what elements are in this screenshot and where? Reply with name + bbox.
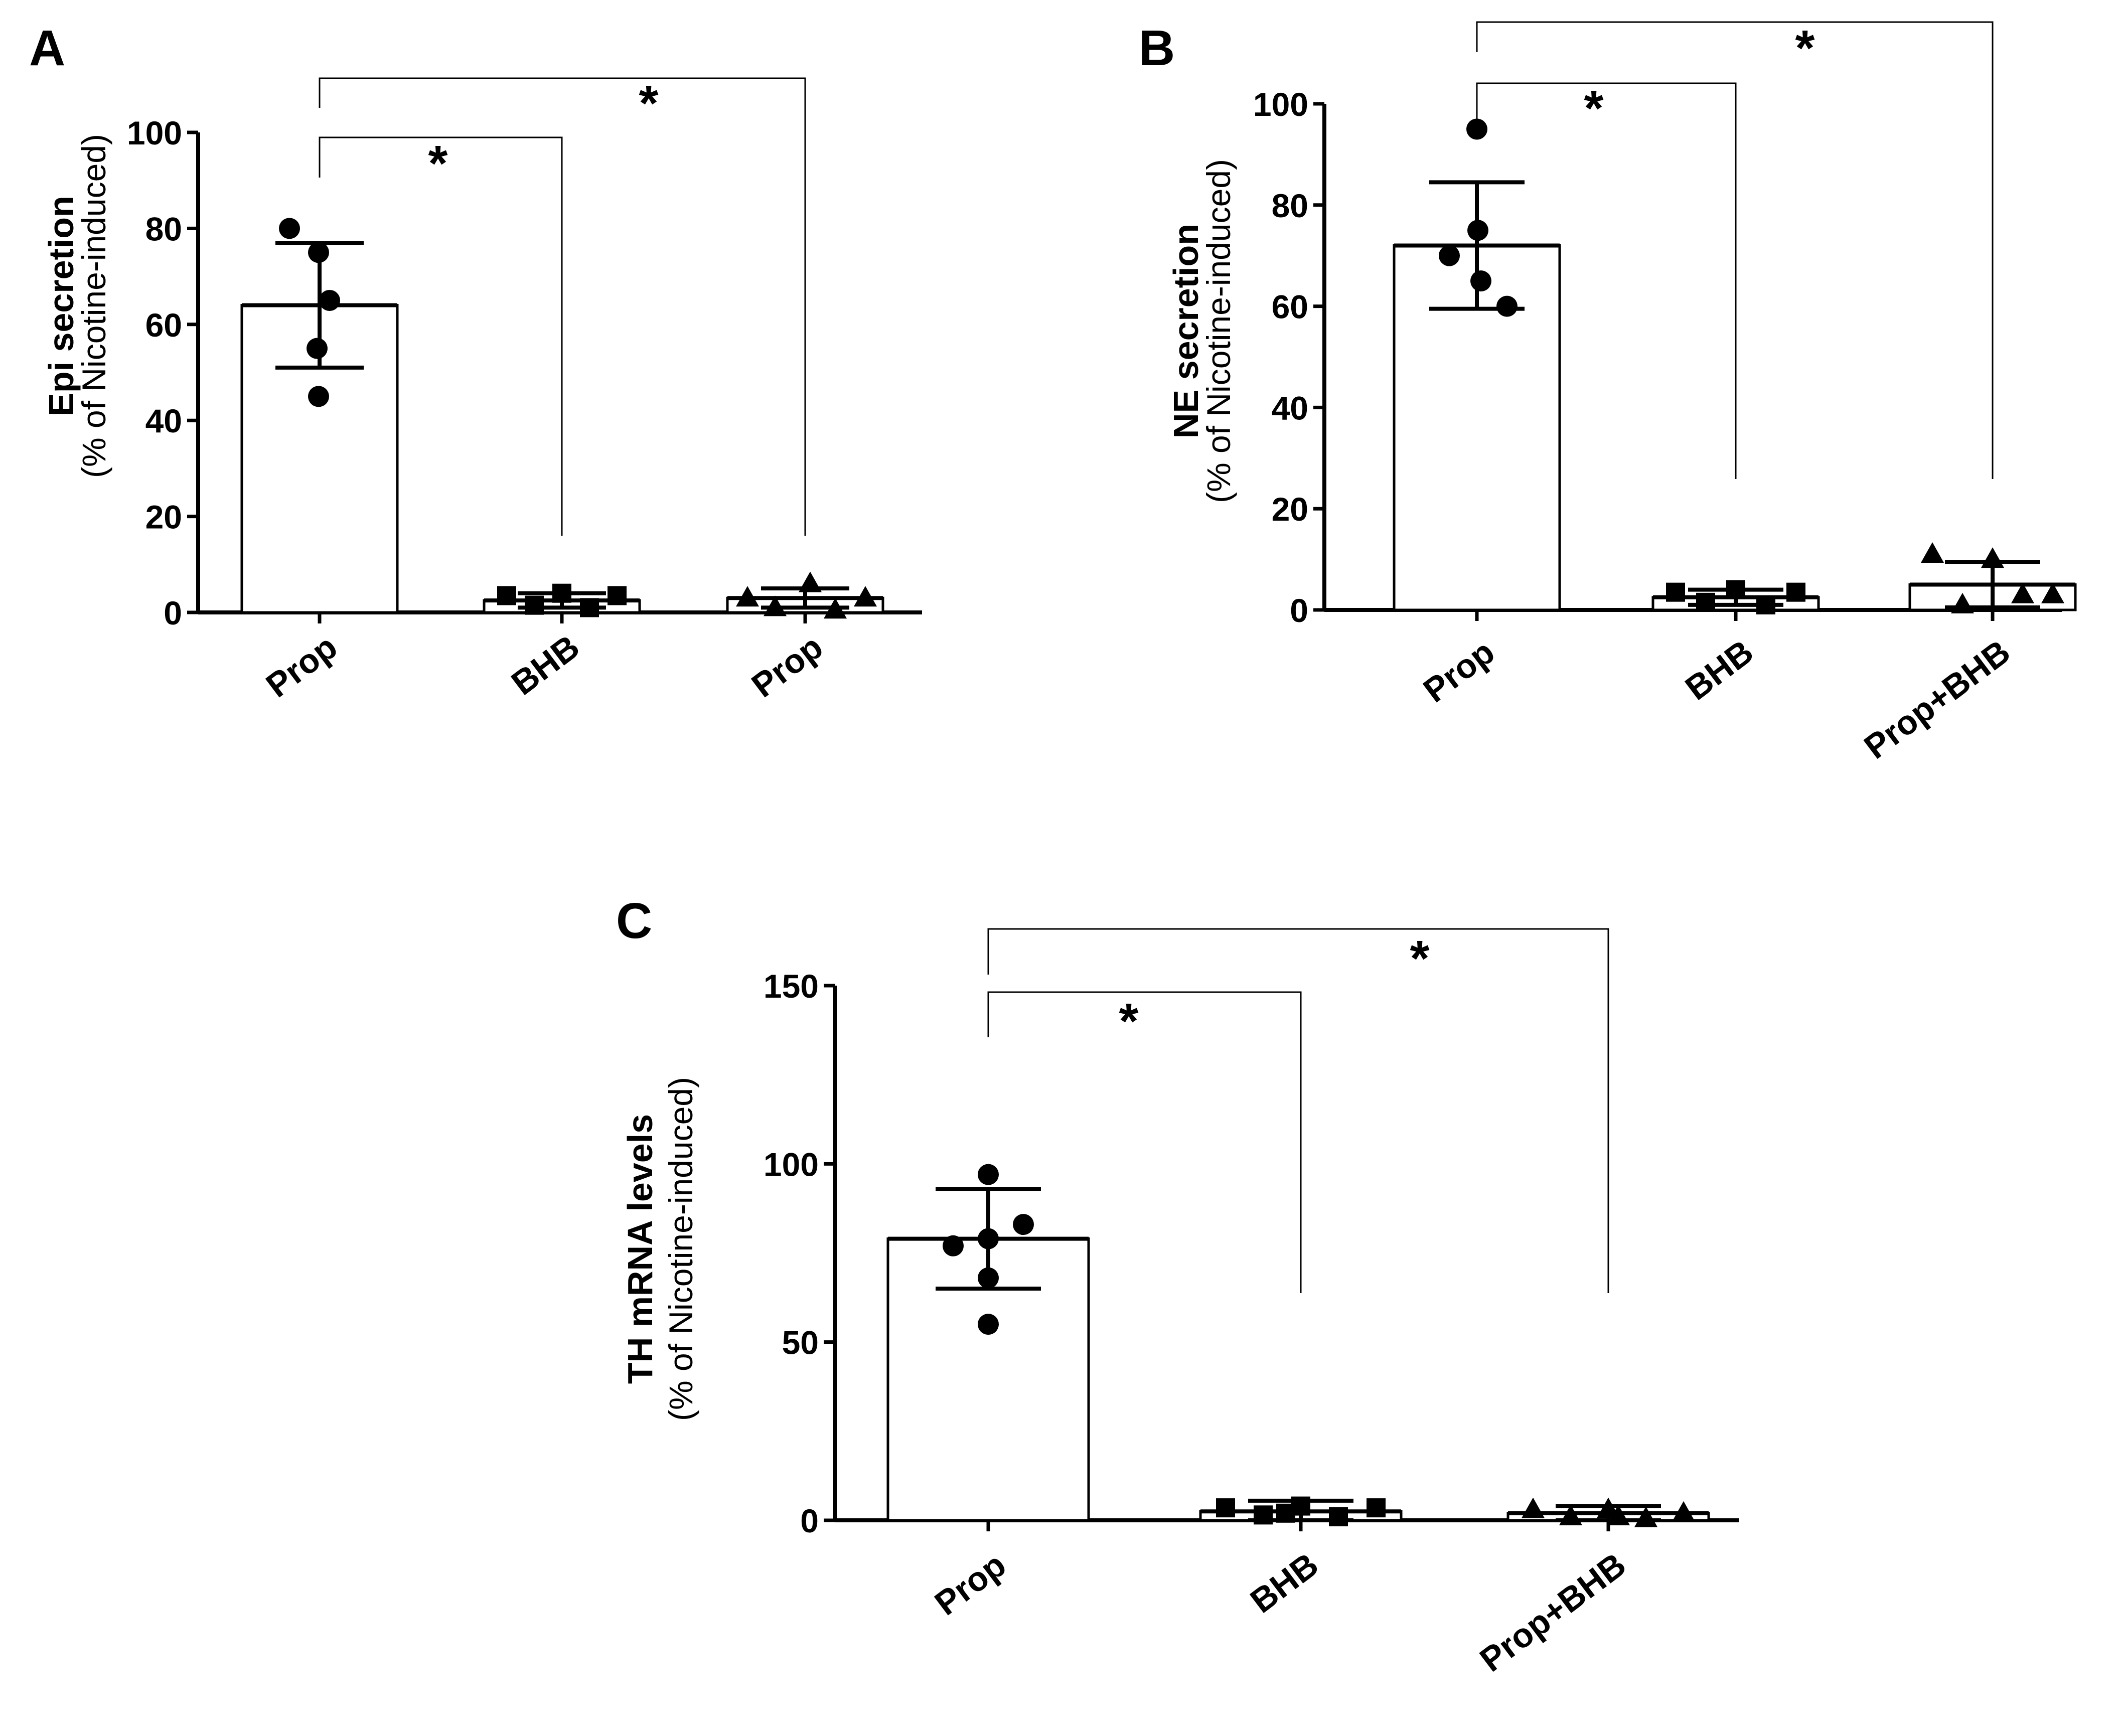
panel-a-y-tick-label: 80 — [145, 210, 182, 247]
panel-c-y-tick-label: 0 — [800, 1502, 819, 1539]
panel-c-y-tick-label: 150 — [764, 968, 819, 1005]
panel-a-significance-star: * — [639, 75, 659, 131]
panel-b-point-circle — [1467, 220, 1488, 241]
panel-c-significance-star: * — [1119, 993, 1139, 1049]
panel-a-category-label: Prop — [745, 627, 830, 705]
panel-a: A Epi secretion (% of Nicotine-induced) … — [29, 20, 922, 705]
panel-a-y-tick-label: 20 — [145, 499, 182, 536]
panel-b-point-circle — [1439, 245, 1460, 266]
panel-c-point-square — [1367, 1498, 1386, 1518]
panel-b-point-triangle — [1951, 592, 1974, 613]
panel-b-plot: 0 20 40 60 80 100 Prop BHB Prop+BHB * * — [1253, 20, 2077, 766]
panel-b-point-triangle — [2041, 582, 2064, 603]
panel-a-letter: A — [29, 20, 65, 76]
panel-b-y-tick-label: 40 — [1272, 389, 1308, 426]
panel-b-point-square — [1726, 580, 1745, 599]
panel-c-significance-bracket — [987, 928, 1609, 1293]
panel-a-point-square — [552, 583, 571, 603]
panel-b-letter: B — [1139, 20, 1175, 76]
panel-b-significance-bracket — [1476, 21, 1994, 479]
panel-b-point-triangle — [1981, 547, 2004, 568]
panel-c-ylabel-sub: (% of Nicotine-induced) — [662, 1077, 699, 1421]
panel-b-significance-bracket — [1476, 82, 1737, 479]
panel-b-point-square — [1756, 595, 1775, 614]
panel-c-point-square — [1216, 1498, 1235, 1518]
panel-b-significance-star: * — [1584, 80, 1604, 136]
panel-b-category-label: Prop — [1417, 633, 1501, 710]
panel-c-point-circle — [978, 1228, 999, 1249]
panel-a-point-triangle — [736, 586, 759, 607]
panel-c-point-square — [1254, 1505, 1273, 1525]
panel-c-point-circle — [1013, 1214, 1034, 1235]
panel-a-significance-bracket — [319, 136, 563, 536]
panel-a-significance-bracket — [319, 77, 806, 536]
panel-c-point-square — [1329, 1507, 1348, 1526]
panel-c-point-square — [1276, 1503, 1295, 1523]
panel-b-point-square — [1786, 582, 1805, 602]
panel-a-point-square — [580, 598, 599, 617]
panel-b-point-square — [1666, 582, 1685, 602]
panel-c-point-triangle — [1634, 1506, 1657, 1527]
panel-c-y-tick-label: 100 — [764, 1146, 819, 1183]
panel-c-category-label: Prop — [928, 1545, 1013, 1623]
panel-a-y-tick-label: 60 — [145, 306, 182, 344]
panel-c: C TH mRNA levels (% of Nicotine-induced)… — [616, 893, 1739, 1679]
panel-c-y-tick-label: 50 — [782, 1324, 819, 1361]
panel-a-category-label: BHB — [505, 627, 586, 702]
panel-a-category-label: Prop — [259, 627, 344, 705]
panel-c-ylabel: TH mRNA levels — [621, 1114, 660, 1384]
panel-a-point-circle — [307, 338, 328, 359]
panel-c-point-triangle — [1559, 1504, 1582, 1525]
panel-b-point-circle — [1496, 295, 1518, 317]
panel-b-ylabel-sub: (% of Nicotine-induced) — [1200, 159, 1237, 503]
panel-a-point-triangle — [824, 598, 847, 619]
panel-c-significance-star: * — [1410, 930, 1430, 987]
panel-b-ylabel: NE secretion — [1166, 224, 1205, 438]
panel-b-point-circle — [1470, 270, 1491, 292]
panel-a-point-square — [525, 595, 544, 615]
panel-b-y-tick-label: 20 — [1272, 491, 1308, 528]
panel-b-significance-star: * — [1795, 20, 1815, 76]
panel-a-point-square — [608, 586, 627, 605]
panel-c-category-label: Prop+BHB — [1473, 1545, 1633, 1679]
panel-a-plot: 0 20 40 60 80 100 Prop BHB Prop * * — [127, 75, 922, 705]
panel-a-point-circle — [308, 386, 329, 407]
panel-b-point-square — [1696, 592, 1715, 612]
panel-c-point-circle — [943, 1235, 964, 1256]
panel-b-y-tick-label: 80 — [1272, 187, 1308, 224]
panel-c-point-triangle — [1672, 1501, 1695, 1522]
panel-a-point-triangle — [854, 586, 877, 607]
panel-c-point-triangle — [1607, 1504, 1630, 1525]
panel-c-significance-bracket — [987, 991, 1302, 1293]
panel-c-letter: C — [616, 893, 652, 949]
panel-a-ylabel-sub: (% of Nicotine-induced) — [75, 134, 112, 478]
panel-b-category-label: Prop+BHB — [1857, 633, 2017, 766]
panel-a-ylabel: Epi secretion — [42, 196, 81, 416]
panel-b-category-label: BHB — [1679, 633, 1760, 707]
panel-b-y-tick-label: 60 — [1272, 288, 1308, 326]
panel-a-point-square — [497, 586, 516, 605]
panel-c-plot: 0 50 100 150 Prop BHB Prop+BHB * * — [764, 928, 1739, 1679]
panel-a-point-triangle — [764, 595, 787, 616]
panel-a-point-circle — [279, 218, 300, 239]
panel-a-point-circle — [319, 289, 340, 311]
panel-b-point-circle — [1466, 118, 1487, 140]
panel-a-point-triangle — [799, 571, 822, 592]
panel-c-point-circle — [978, 1267, 999, 1289]
panel-c-category-label: BHB — [1244, 1545, 1325, 1620]
panel-a-significance-star: * — [428, 135, 448, 192]
panel-c-point-triangle — [1522, 1497, 1545, 1518]
panel-b-y-tick-label: 100 — [1253, 86, 1308, 123]
panel-b-point-triangle — [1921, 542, 1944, 563]
panel-b: B NE secretion (% of Nicotine-induced) 0… — [1139, 20, 2077, 766]
panel-a-y-tick-label: 40 — [145, 402, 182, 439]
panel-b-y-tick-label: 0 — [1290, 592, 1308, 629]
panel-a-point-circle — [308, 242, 329, 263]
panel-b-point-triangle — [2011, 582, 2034, 603]
panel-c-point-circle — [978, 1164, 999, 1185]
panel-a-y-tick-label: 0 — [164, 594, 182, 632]
panel-a-y-tick-label: 100 — [127, 114, 182, 151]
panel-c-point-circle — [978, 1314, 999, 1335]
